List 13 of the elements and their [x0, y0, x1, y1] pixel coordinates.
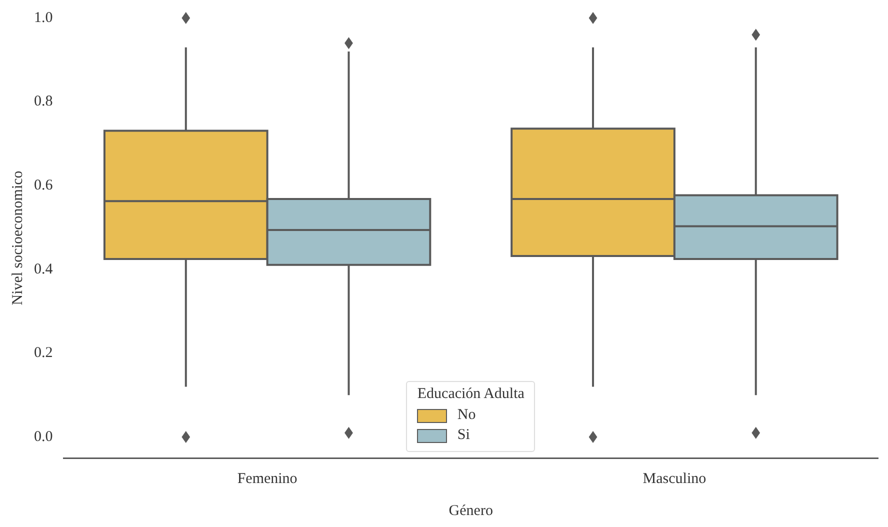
x-tick-label: Masculino: [642, 470, 706, 487]
y-tick-label: 0.2: [34, 345, 53, 362]
legend-label: Si: [457, 427, 470, 444]
legend-label: No: [457, 407, 476, 424]
y-tick-label: 0.6: [34, 178, 54, 194]
x-tick-label: Femenino: [237, 470, 298, 487]
y-tick-label: 0.8: [34, 94, 53, 110]
y-tick-label: 1.0: [34, 10, 53, 26]
y-axis-title: Nivel socioeconomico: [10, 170, 26, 306]
legend-title: Educación Adulta: [417, 386, 524, 403]
y-tick-label: 0.4: [34, 261, 54, 278]
x-axis-title: Género: [448, 502, 493, 519]
y-tick-label: 0.0: [34, 428, 53, 445]
